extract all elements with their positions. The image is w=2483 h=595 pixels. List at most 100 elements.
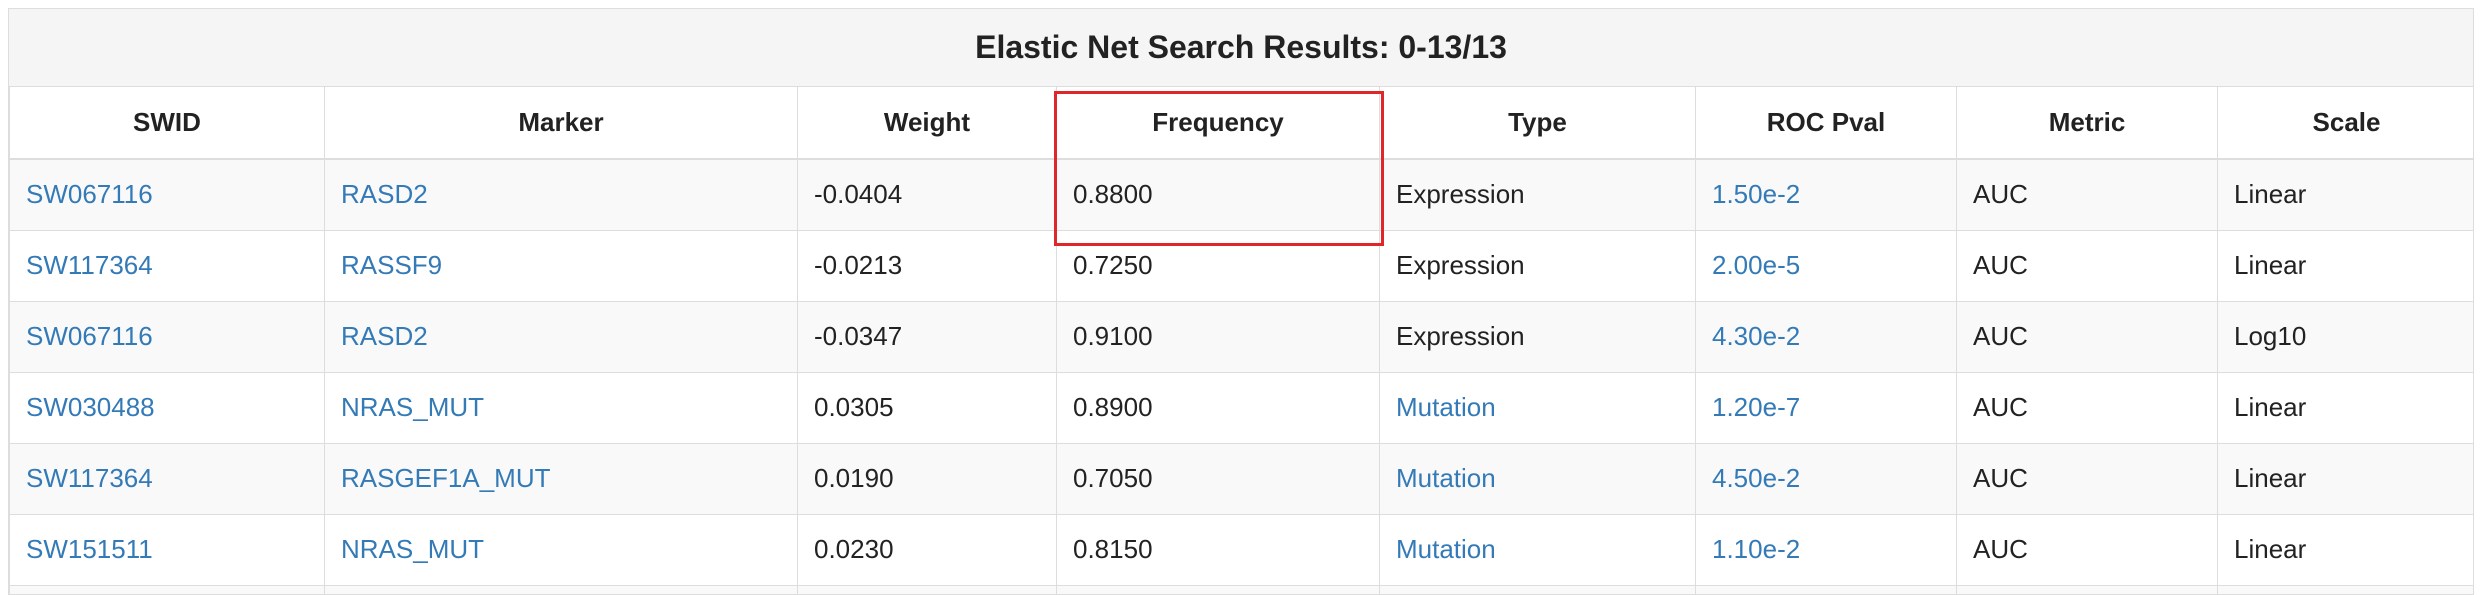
swid-link[interactable]: SW030488 [26, 392, 155, 422]
marker-link[interactable]: NRAS_MUT [341, 392, 485, 422]
roc-pval-column-cell: 4.50e-2 [1695, 443, 1957, 515]
frequency-cell: 0.8150 [1073, 534, 1153, 564]
marker-link[interactable]: RASGEF1A_MUT [341, 463, 551, 493]
table-row: SW067116 RASD2 -0.0404 0.8800 Expression 1.50… [9, 159, 2473, 231]
scale-column-cell: Linear [2217, 443, 2473, 515]
scale-column-cell: Linear [2217, 230, 2473, 302]
swid-column-cell [9, 585, 325, 594]
weight-cell: -0.0404 [814, 179, 903, 210]
roc-pval-column-cell: 1.50e-2 [1695, 159, 1957, 231]
weight-column-cell: 0.0305 [797, 372, 1057, 444]
frequency-column-cell: 0.8800 [1056, 159, 1380, 231]
metric-cell: AUC [1973, 250, 2028, 280]
column-header-marker[interactable]: Marker [324, 87, 798, 160]
roc-pval-link[interactable]: 1.10e-2 [1712, 534, 1801, 564]
type-column-cell: Expression [1379, 230, 1696, 302]
scale-column-cell [2217, 585, 2473, 594]
weight-column-cell: -0.0213 [797, 230, 1057, 302]
column-header-swid[interactable]: SWID [9, 87, 325, 160]
table-row: SW117364 RASSF9 -0.0213 0.7250 Expression 2.0… [9, 230, 2473, 302]
type-column-cell: Expression [1379, 159, 1696, 231]
swid-link[interactable]: SW117364 [26, 463, 153, 493]
roc-pval-link[interactable]: 1.50e-2 [1712, 179, 1801, 210]
frequency-column-cell: 0.8150 [1056, 514, 1380, 586]
metric-column-cell [1956, 585, 2218, 594]
metric-column-cell: AUC [1956, 443, 2218, 515]
roc-pval-link[interactable]: 4.30e-2 [1712, 321, 1801, 351]
metric-cell: AUC [1973, 534, 2028, 564]
type-cell[interactable]: Mutation [1396, 463, 1496, 493]
swid-link[interactable]: SW067116 [26, 179, 153, 210]
marker-column-cell: RASD2 [324, 159, 798, 231]
column-header-frequency[interactable]: Frequency [1056, 87, 1380, 160]
metric-column-cell: AUC [1956, 372, 2218, 444]
type-cell: Expression [1396, 321, 1525, 351]
scale-column-cell: Linear [2217, 372, 2473, 444]
frequency-cell: 0.8800 [1073, 179, 1153, 210]
marker-link[interactable]: RASD2 [341, 321, 428, 351]
scale-cell: Linear [2234, 392, 2307, 422]
marker-link[interactable]: RASD2 [341, 179, 428, 210]
roc-pval-column-cell [1695, 585, 1957, 594]
swid-link[interactable]: SW151511 [26, 534, 153, 564]
swid-column-cell: SW067116 [9, 301, 325, 373]
marker-column-cell: NRAS_MUT [324, 514, 798, 586]
metric-cell: AUC [1973, 392, 2028, 422]
marker-column-cell: RASSF9 [324, 230, 798, 302]
weight-column-cell [797, 585, 1057, 594]
type-cell: Expression [1396, 250, 1525, 280]
type-cell[interactable]: Mutation [1396, 534, 1496, 564]
marker-link[interactable]: NRAS_MUT [341, 534, 485, 564]
results-table: SWID Marker Weight Frequency Type ROC Pv… [9, 87, 2473, 594]
metric-cell: AUC [1973, 321, 2028, 351]
frequency-column-cell: 0.7250 [1056, 230, 1380, 302]
column-header-scale[interactable]: Scale [2217, 87, 2473, 160]
frequency-column-cell: 0.9100 [1056, 301, 1380, 373]
column-header-weight[interactable]: Weight [797, 87, 1057, 160]
column-header-roc-pval[interactable]: ROC Pval [1695, 87, 1957, 160]
results-title: Elastic Net Search Results: 0-13/13 [9, 9, 2473, 87]
metric-cell: AUC [1973, 463, 2028, 493]
scale-cell: Linear [2234, 250, 2307, 280]
column-header-type[interactable]: Type [1379, 87, 1696, 160]
metric-column-cell: AUC [1956, 230, 2218, 302]
swid-column-cell: SW067116 [9, 159, 325, 231]
table-row: SW030488 NRAS_MUT 0.0305 0.8900 Mutation 1.20… [9, 372, 2473, 444]
swid-link[interactable]: SW117364 [26, 250, 153, 280]
type-column-cell: Mutation [1379, 443, 1696, 515]
frequency-column-cell: 0.7050 [1056, 443, 1380, 515]
swid-column-cell: SW151511 [9, 514, 325, 586]
scale-cell: Linear [2234, 463, 2307, 493]
marker-link[interactable]: RASSF9 [341, 250, 443, 280]
marker-column-cell: RASD2 [324, 301, 798, 373]
scale-column-cell: Log10 [2217, 301, 2473, 373]
weight-column-cell: 0.0230 [797, 514, 1057, 586]
scale-cell: Linear [2234, 179, 2307, 210]
metric-column-cell: AUC [1956, 301, 2218, 373]
scale-cell: Linear [2234, 534, 2307, 564]
weight-column-cell: -0.0404 [797, 159, 1057, 231]
weight-cell: 0.0230 [814, 534, 894, 564]
roc-pval-link[interactable]: 1.20e-7 [1712, 392, 1801, 422]
type-column-cell: Mutation [1379, 372, 1696, 444]
marker-column-cell [324, 585, 798, 594]
roc-pval-column-cell: 1.20e-7 [1695, 372, 1957, 444]
type-column-cell: Expression [1379, 301, 1696, 373]
type-cell[interactable]: Mutation [1396, 392, 1496, 422]
table-row [9, 585, 2473, 594]
table-row: SW151511 NRAS_MUT 0.0230 0.8150 Mutation 1.10… [9, 514, 2473, 586]
roc-pval-column-cell: 2.00e-5 [1695, 230, 1957, 302]
roc-pval-column-cell: 1.10e-2 [1695, 514, 1957, 586]
frequency-cell: 0.7250 [1073, 250, 1153, 280]
weight-cell: -0.0347 [814, 321, 903, 351]
weight-cell: -0.0213 [814, 250, 903, 280]
column-header-metric[interactable]: Metric [1956, 87, 2218, 160]
roc-pval-link[interactable]: 2.00e-5 [1712, 250, 1801, 280]
metric-column-cell: AUC [1956, 159, 2218, 231]
swid-link[interactable]: SW067116 [26, 321, 153, 351]
roc-pval-link[interactable]: 4.50e-2 [1712, 463, 1801, 493]
frequency-cell: 0.7050 [1073, 463, 1153, 493]
type-column-cell [1379, 585, 1696, 594]
swid-column-cell: SW117364 [9, 230, 325, 302]
type-column-cell: Mutation [1379, 514, 1696, 586]
